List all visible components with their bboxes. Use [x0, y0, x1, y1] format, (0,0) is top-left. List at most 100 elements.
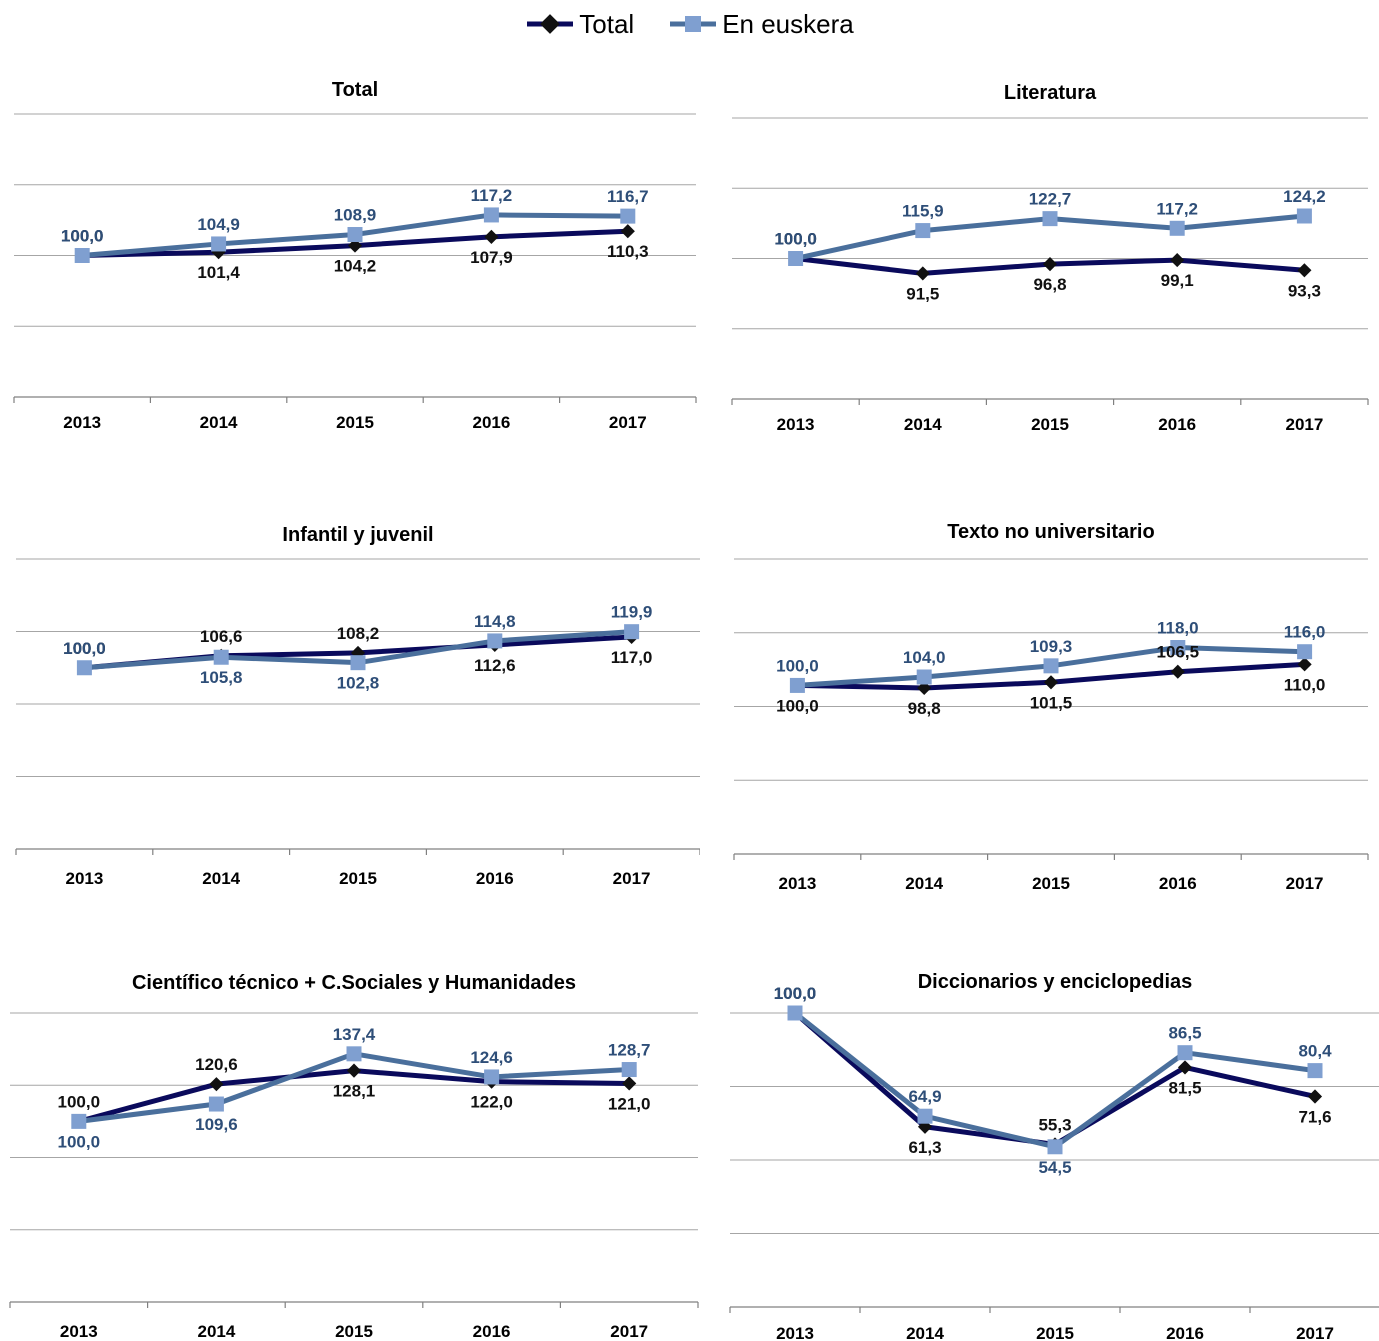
data-label-euskera: 124,6 [470, 1048, 513, 1067]
data-label-euskera: 102,8 [337, 674, 380, 693]
chart-infantil-juvenil: Infantil y juvenil 2013 2014 2015 2016 2017 10… [15, 524, 700, 888]
x-tick-label: 2017 [613, 869, 651, 888]
data-label-total: 110,3 [607, 242, 649, 261]
x-tick-label: 2014 [202, 869, 240, 888]
x-tick-label: 2015 [1032, 874, 1070, 893]
data-label-total: 108,2 [337, 624, 380, 643]
data-point-euskera [916, 669, 932, 685]
data-label-euskera: 108,9 [334, 206, 377, 225]
data-label-euskera: 100,0 [774, 230, 817, 249]
data-label-total: 100,0 [61, 227, 104, 246]
data-point-total [1042, 257, 1058, 272]
legend-total-swatch [527, 14, 574, 34]
data-point-euskera [1170, 640, 1186, 655]
data-point-total [1297, 657, 1312, 672]
data-label-total: 100,0 [776, 696, 819, 715]
data-label-euskera: 116,7 [607, 187, 649, 206]
chart-texto-no-universitario: Texto no universitario 2013 2014 2015 2016 20… [733, 521, 1369, 893]
data-point-total [1297, 263, 1312, 278]
data-point-euskera [1297, 644, 1313, 660]
data-point-total [209, 1077, 224, 1092]
data-label-euskera: 64,9 [908, 1087, 941, 1106]
data-label-total: 96,8 [1033, 275, 1066, 294]
data-label-total: 101,5 [1030, 693, 1073, 712]
x-tick-label: 2015 [339, 869, 377, 888]
data-point-euskera [350, 655, 366, 671]
x-tick-label: 2013 [60, 1322, 98, 1341]
data-point-total [1307, 1089, 1323, 1104]
x-tick-label: 2016 [472, 413, 510, 432]
data-label-total: 101,4 [197, 263, 240, 282]
chart-title: Texto no universitario [947, 521, 1154, 543]
data-label-euskera: 137,4 [333, 1025, 376, 1044]
data-label-euskera: 117,2 [471, 186, 513, 205]
x-tick-label: 2017 [1296, 1324, 1334, 1341]
data-label-total: 91,5 [906, 284, 939, 303]
x-tick-label: 2013 [63, 413, 101, 432]
x-tick-label: 2014 [905, 874, 943, 893]
data-point-euskera [71, 1113, 87, 1129]
data-label-total: 100,0 [63, 639, 106, 658]
data-label-total: 107,9 [470, 248, 513, 267]
data-label-euskera: 118,0 [1157, 619, 1199, 638]
data-point-total [347, 238, 363, 253]
data-label-total: 122,0 [470, 1093, 513, 1112]
data-point-euskera [917, 1108, 933, 1124]
data-label-euskera: 124,2 [1283, 187, 1326, 206]
data-point-euskera [483, 207, 499, 223]
chart-legend: Total En euskera [0, 6, 1379, 42]
data-point-euskera [213, 649, 229, 665]
data-label-euskera: 122,7 [1029, 190, 1072, 209]
data-point-euskera [487, 633, 503, 649]
data-label-euskera: 80,4 [1298, 1042, 1332, 1061]
x-tick-label: 2016 [476, 869, 514, 888]
data-point-total [1170, 253, 1185, 268]
data-point-euskera [915, 223, 931, 239]
data-label-total: 106,5 [1157, 643, 1200, 662]
data-point-euskera [347, 227, 363, 243]
data-point-euskera [1043, 658, 1059, 674]
data-point-euskera [208, 1096, 224, 1112]
data-label-euskera: 100,0 [776, 656, 819, 675]
data-label-euskera: 105,8 [200, 668, 243, 687]
legend-item-euskera: En euskera [668, 9, 854, 40]
data-point-euskera [211, 236, 227, 252]
x-tick-label: 2015 [336, 413, 374, 432]
data-label-euskera: 104,9 [197, 215, 240, 234]
data-label-euskera: 100,0 [774, 984, 817, 1003]
data-point-total [915, 266, 930, 281]
legend-total-label: Total [579, 8, 635, 39]
data-label-euskera: 128,7 [608, 1041, 651, 1060]
data-label-total: 100,0 [58, 1092, 101, 1111]
data-label-euskera: 109,6 [195, 1115, 238, 1134]
data-label-euskera: 109,3 [1030, 637, 1073, 656]
data-point-total [1177, 1060, 1193, 1075]
data-point-total [1043, 675, 1059, 690]
data-point-total [622, 1076, 637, 1091]
data-point-euskera [484, 1069, 500, 1085]
chart-title: Total [332, 79, 378, 101]
legend-item-total: Total [525, 9, 634, 40]
legend-euskera-label: En euskera [722, 8, 854, 39]
chart-diccionarios: Diccionarios y enciclopedias 2013 2014 2015… [729, 971, 1379, 1341]
x-tick-label: 2016 [1158, 415, 1196, 434]
chart-cientifico-tecnico: Científico técnico + C.Sociales y Humani… [9, 972, 699, 1341]
x-tick-label: 2017 [1285, 415, 1323, 434]
chart-title: Literatura [1004, 82, 1097, 104]
data-point-euskera [624, 624, 640, 640]
x-tick-label: 2016 [1159, 874, 1197, 893]
data-label-total: 104,2 [334, 257, 377, 276]
data-label-total: 100,0 [774, 984, 817, 1003]
data-point-euskera [788, 251, 804, 266]
x-tick-label: 2014 [197, 1322, 235, 1341]
data-label-euskera: 117,2 [1156, 199, 1198, 218]
data-point-euskera [789, 677, 805, 693]
x-tick-label: 2015 [1036, 1324, 1074, 1341]
data-label-euskera: 116,0 [1284, 623, 1326, 642]
data-label-total: 61,3 [908, 1138, 941, 1157]
data-label-total: 128,1 [333, 1082, 376, 1101]
x-tick-label: 2017 [609, 413, 647, 432]
data-label-total: 110,0 [1284, 675, 1326, 694]
data-point-total [484, 229, 499, 244]
data-label-total: 121,0 [608, 1094, 651, 1113]
